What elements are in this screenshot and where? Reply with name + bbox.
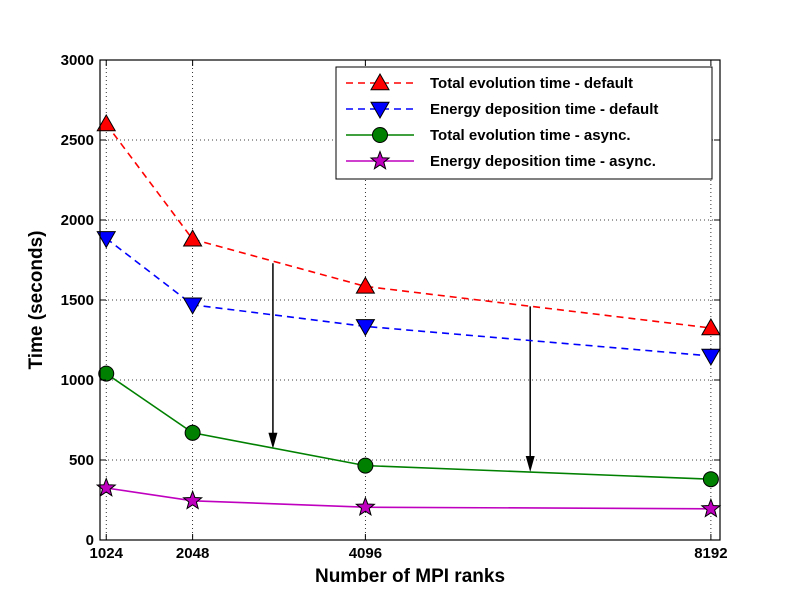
data-point [182,297,203,315]
legend-entry: Energy deposition time - async. [346,150,656,170]
y-axis-label: Time (seconds) [26,230,47,369]
annotation-arrows [268,263,535,472]
legend-marker [370,101,390,120]
legend-entry: Total evolution time - default [346,72,633,92]
legend-label: Energy deposition time - default [430,101,658,118]
series [95,477,722,518]
data-series [95,113,722,518]
legend-label: Energy deposition time - async. [430,153,656,170]
data-point [700,497,722,518]
data-point [355,276,376,294]
data-point [357,457,374,474]
annotation-arrow [268,263,278,449]
series-line [105,237,711,357]
legend-marker [369,150,391,170]
x-tick-label: 1024 [90,545,124,562]
y-tick-label: 500 [69,452,94,469]
data-point [96,113,117,132]
legend-marker [372,127,388,143]
series [96,113,721,336]
data-point [98,365,115,382]
data-point [355,319,376,337]
x-axis-label: Number of MPI ranks [315,566,505,587]
legend-label: Total evolution time - default [430,75,633,92]
y-tick-label: 0 [86,532,94,549]
x-tick-label: 2048 [176,545,209,562]
y-tick-label: 2500 [61,132,94,149]
y-tick-label: 1000 [61,372,94,389]
series [96,231,721,367]
legend-marker [370,72,390,91]
data-point [182,229,203,247]
x-tick-label: 4096 [349,545,382,562]
series [98,365,719,488]
data-point [96,231,117,249]
series-line [105,372,711,480]
data-point [182,489,204,510]
series-line [106,487,711,510]
y-tick-label: 3000 [61,52,94,69]
series-line [105,123,711,329]
legend-label: Total evolution time - async. [430,127,631,144]
x-tick-label: 8192 [694,545,727,562]
y-tick-label: 2000 [61,212,94,229]
axis-ticks: 0 500 1000 1500 2000 2500 3000 1024 2048 4096 8192 [61,52,728,562]
arrow-head [268,432,278,449]
legend-entry: Total evolution time - async. [346,127,631,144]
arrow-head [525,456,535,472]
data-point [354,496,376,517]
data-point [184,424,201,441]
data-point [701,317,721,336]
y-tick-label: 1500 [61,292,94,309]
data-point [702,471,719,488]
legend-entry: Energy deposition time - default [346,101,658,120]
legend: Total evolution time - default Energy de… [335,66,713,180]
annotation-arrow [525,306,535,472]
data-point [701,348,721,367]
